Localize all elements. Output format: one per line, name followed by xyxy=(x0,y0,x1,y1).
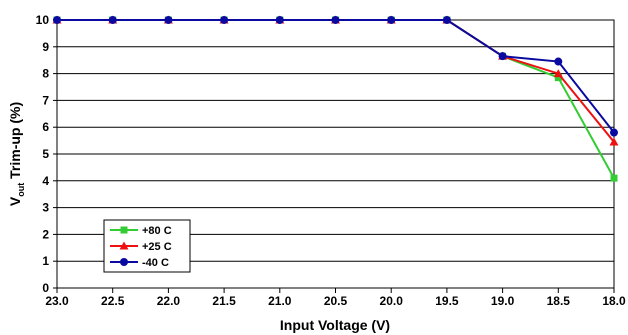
y-axis-title-subscript: out xyxy=(16,183,26,197)
x-tick-label: 20.5 xyxy=(324,294,348,308)
data-point-square xyxy=(120,226,128,234)
y-axis-ticks: 0 1 2 3 4 5 6 7 8 9 10 xyxy=(36,13,57,295)
x-tick-label: 22.5 xyxy=(101,294,125,308)
legend: +80 C +25 C -40 C xyxy=(103,219,191,273)
y-axis-title-rest: Trim-up (%) xyxy=(7,102,23,183)
data-point-triangle xyxy=(119,241,129,250)
legend-label: -40 C xyxy=(142,257,169,269)
data-point-circle xyxy=(554,57,563,66)
data-point-circle xyxy=(53,16,61,24)
y-tick-label: 2 xyxy=(42,227,49,241)
data-point-circle xyxy=(387,16,396,24)
data-point-circle xyxy=(498,52,507,61)
data-point-square xyxy=(554,74,562,82)
data-point-circle xyxy=(442,16,451,24)
data-point-circle xyxy=(275,16,284,24)
x-tick-label: 19.5 xyxy=(435,294,459,308)
x-axis-title: Input Voltage (V) xyxy=(280,317,390,333)
y-tick-label: 4 xyxy=(42,174,49,188)
legend-label: +25 C xyxy=(142,241,172,253)
legend-label: +80 C xyxy=(142,225,172,237)
x-tick-label: 23.0 xyxy=(45,294,69,308)
legend-entry: +80 C xyxy=(110,225,172,237)
y-tick-label: 3 xyxy=(42,201,49,215)
x-tick-label: 19.0 xyxy=(491,294,515,308)
y-tick-label: 8 xyxy=(42,67,49,81)
x-tick-label: 21.5 xyxy=(212,294,236,308)
series-line xyxy=(57,19,615,143)
y-tick-label: 10 xyxy=(36,13,50,27)
y-tick-label: 0 xyxy=(42,281,49,295)
data-point-triangle xyxy=(609,137,619,146)
data-point-circle xyxy=(120,258,128,266)
series-layer xyxy=(52,15,619,182)
series-line xyxy=(57,19,615,134)
x-tick-label: 20.0 xyxy=(380,294,404,308)
legend-entries: +80 C +25 C -40 C xyxy=(110,225,172,269)
data-point-triangle xyxy=(553,69,563,78)
data-point-circle xyxy=(108,16,117,24)
data-point-circle xyxy=(220,16,229,24)
legend-entry: +25 C xyxy=(110,241,172,253)
data-point-circle xyxy=(331,16,340,24)
x-tick-label: 22.0 xyxy=(157,294,181,308)
y-tick-label: 6 xyxy=(42,120,49,134)
y-tick-label: 5 xyxy=(42,147,49,161)
x-axis-ticks: 23.0 22.5 22.0 21.5 21.0 20.5 20.0 19.5 19.0 18.5… xyxy=(45,288,626,308)
y-tick-label: 7 xyxy=(42,93,49,107)
series-80-c xyxy=(53,16,618,182)
y-axis-title: Vout Trim-up (%) xyxy=(7,102,26,206)
x-tick-label: 18.5 xyxy=(547,294,571,308)
legend-entry: -40 C xyxy=(110,257,169,269)
data-point-circle xyxy=(610,128,618,137)
data-point-square xyxy=(610,174,618,182)
y-tick-label: 9 xyxy=(42,40,49,54)
x-tick-label: 21.0 xyxy=(268,294,292,308)
y-tick-label: 1 xyxy=(42,254,49,268)
series-40-c xyxy=(53,16,618,137)
y-axis-title-main: V xyxy=(7,196,23,206)
x-tick-label: 18.0 xyxy=(602,294,626,308)
data-point-circle xyxy=(164,16,173,24)
series-25-c xyxy=(52,15,619,146)
